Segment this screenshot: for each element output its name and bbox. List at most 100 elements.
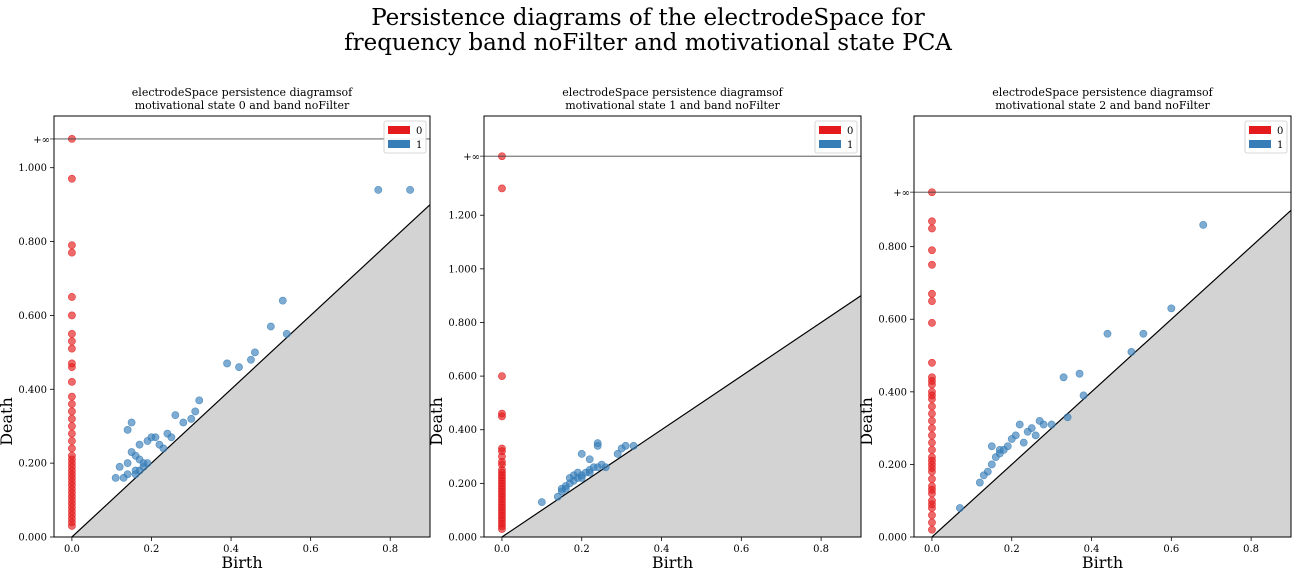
series-0 bbox=[68, 134, 76, 530]
data-point bbox=[68, 293, 76, 301]
legend-swatch-1 bbox=[1249, 140, 1271, 148]
data-point bbox=[593, 463, 602, 472]
data-point bbox=[601, 463, 610, 472]
legend: 01 bbox=[814, 120, 858, 154]
plot-area bbox=[928, 188, 1291, 537]
y-tick-label: 0.400 bbox=[448, 425, 477, 436]
data-point bbox=[928, 525, 936, 534]
figure-title-line-1: Persistence diagrams of the electrodeSpa… bbox=[371, 5, 925, 31]
series-1 bbox=[955, 220, 1208, 512]
data-point bbox=[573, 468, 582, 477]
x-tick-label: 0.2 bbox=[574, 544, 590, 555]
legend-swatch-0 bbox=[1249, 126, 1271, 134]
data-point bbox=[247, 355, 255, 364]
data-point bbox=[1047, 420, 1056, 429]
data-point bbox=[68, 363, 76, 372]
data-point bbox=[151, 433, 160, 442]
data-point bbox=[68, 377, 76, 386]
y-axis-label: Death bbox=[857, 397, 876, 446]
x-axis-label: Birth bbox=[221, 553, 262, 572]
data-point bbox=[987, 460, 996, 469]
data-point bbox=[585, 455, 594, 464]
plot-area bbox=[498, 152, 861, 537]
legend-swatch-1 bbox=[819, 140, 841, 148]
data-point bbox=[187, 414, 196, 423]
data-point bbox=[928, 504, 936, 512]
panel-title-line-1: electrodeSpace persistence diagramsof bbox=[132, 86, 353, 99]
data-point bbox=[1035, 416, 1044, 425]
data-point bbox=[68, 311, 76, 320]
legend: 01 bbox=[1244, 120, 1288, 154]
data-point bbox=[928, 297, 936, 305]
series-1 bbox=[111, 185, 415, 482]
x-tick-label: 0.6 bbox=[733, 544, 749, 555]
data-point bbox=[928, 289, 936, 298]
data-point bbox=[179, 418, 188, 427]
legend-label-1: 1 bbox=[847, 140, 853, 151]
data-point bbox=[68, 400, 76, 408]
data-point bbox=[928, 489, 936, 498]
data-point bbox=[928, 402, 936, 411]
data-point bbox=[1063, 413, 1072, 422]
x-axis-label: Birth bbox=[1082, 553, 1123, 572]
data-point bbox=[498, 184, 506, 193]
y-tick-label: 0.200 bbox=[448, 479, 477, 490]
y-tick-label: 0.400 bbox=[18, 385, 47, 396]
panel-title-line-2: motivational state 0 and band noFilter bbox=[135, 99, 350, 112]
y-tick-label: 0.800 bbox=[18, 237, 47, 248]
panel-title-line-2: motivational state 2 and band noFilter bbox=[995, 99, 1210, 112]
panel-title-line-1: electrodeSpace persistence diagramsof bbox=[562, 86, 783, 99]
data-point bbox=[613, 449, 622, 458]
y-tick-label: 1.000 bbox=[448, 264, 477, 275]
data-point bbox=[68, 241, 76, 250]
data-point bbox=[928, 424, 936, 433]
data-point bbox=[928, 416, 936, 425]
data-point bbox=[223, 359, 231, 368]
data-point bbox=[143, 437, 152, 445]
data-point bbox=[1079, 391, 1088, 400]
data-point bbox=[235, 363, 243, 372]
data-point bbox=[1103, 329, 1112, 338]
data-point bbox=[928, 445, 936, 454]
diagonal-line bbox=[931, 209, 1291, 537]
data-point bbox=[123, 470, 132, 479]
data-point bbox=[577, 474, 586, 482]
data-point bbox=[68, 414, 76, 423]
y-tick-label: 0.600 bbox=[448, 372, 477, 383]
data-point bbox=[266, 322, 275, 331]
data-point bbox=[498, 412, 506, 421]
y-axis-label: Death bbox=[427, 397, 446, 446]
data-point bbox=[928, 438, 936, 447]
data-point bbox=[1075, 369, 1084, 378]
x-tick-label: 0.4 bbox=[1084, 544, 1100, 555]
y-tick-label: 0.600 bbox=[18, 311, 47, 322]
data-point bbox=[975, 478, 984, 487]
legend-label-1: 1 bbox=[1277, 140, 1283, 151]
legend-label-0: 0 bbox=[1277, 126, 1283, 137]
legend-label-1: 1 bbox=[416, 140, 422, 151]
series-0 bbox=[928, 188, 936, 534]
data-point bbox=[159, 444, 168, 453]
diagonal-line bbox=[501, 295, 861, 537]
y-tick-label: 0.800 bbox=[448, 318, 477, 329]
y-tick-label: 0.600 bbox=[878, 315, 907, 326]
diagonal-line bbox=[71, 204, 430, 537]
panel-0: electrodeSpace persistence diagramsofmot… bbox=[0, 86, 431, 572]
data-point bbox=[987, 442, 996, 451]
data-point bbox=[68, 407, 76, 416]
infinity-label: +∞ bbox=[33, 135, 50, 146]
data-point bbox=[593, 441, 602, 450]
x-tick-label: 0.0 bbox=[64, 544, 80, 555]
data-point bbox=[1031, 431, 1040, 440]
legend-swatch-0 bbox=[388, 126, 410, 134]
panel-2: electrodeSpace persistence diagramsofmot… bbox=[857, 86, 1292, 572]
data-point bbox=[928, 224, 936, 233]
data-point bbox=[498, 525, 506, 533]
data-point bbox=[928, 518, 936, 527]
data-point bbox=[1167, 304, 1176, 313]
plot-area bbox=[68, 134, 430, 537]
panel-title-line-1: electrodeSpace persistence diagramsof bbox=[992, 86, 1213, 99]
y-tick-label: 1.000 bbox=[18, 163, 47, 174]
data-point bbox=[557, 484, 566, 493]
x-tick-label: 0.8 bbox=[813, 544, 829, 555]
